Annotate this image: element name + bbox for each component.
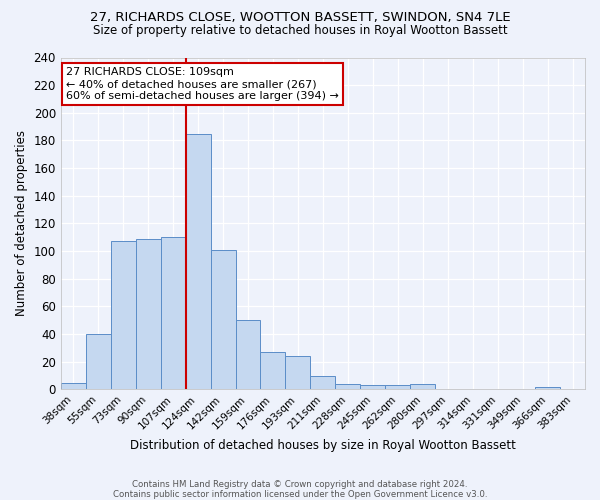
Bar	[211, 250, 236, 390]
Bar	[236, 320, 260, 390]
Bar	[410, 384, 435, 390]
Bar	[161, 238, 185, 390]
Bar	[185, 134, 211, 390]
X-axis label: Distribution of detached houses by size in Royal Wootton Bassett: Distribution of detached houses by size …	[130, 440, 516, 452]
Bar	[310, 376, 335, 390]
Bar	[335, 384, 361, 390]
Bar	[61, 382, 86, 390]
Bar	[86, 334, 111, 390]
Y-axis label: Number of detached properties: Number of detached properties	[15, 130, 28, 316]
Bar	[385, 386, 410, 390]
Bar	[286, 356, 310, 390]
Bar	[535, 386, 560, 390]
Text: 27, RICHARDS CLOSE, WOOTTON BASSETT, SWINDON, SN4 7LE: 27, RICHARDS CLOSE, WOOTTON BASSETT, SWI…	[89, 11, 511, 24]
Bar	[260, 352, 286, 390]
Bar	[111, 242, 136, 390]
Text: Contains HM Land Registry data © Crown copyright and database right 2024.
Contai: Contains HM Land Registry data © Crown c…	[113, 480, 487, 499]
Text: 27 RICHARDS CLOSE: 109sqm
← 40% of detached houses are smaller (267)
60% of semi: 27 RICHARDS CLOSE: 109sqm ← 40% of detac…	[66, 68, 339, 100]
Bar	[361, 386, 385, 390]
Text: Size of property relative to detached houses in Royal Wootton Bassett: Size of property relative to detached ho…	[92, 24, 508, 37]
Bar	[136, 238, 161, 390]
